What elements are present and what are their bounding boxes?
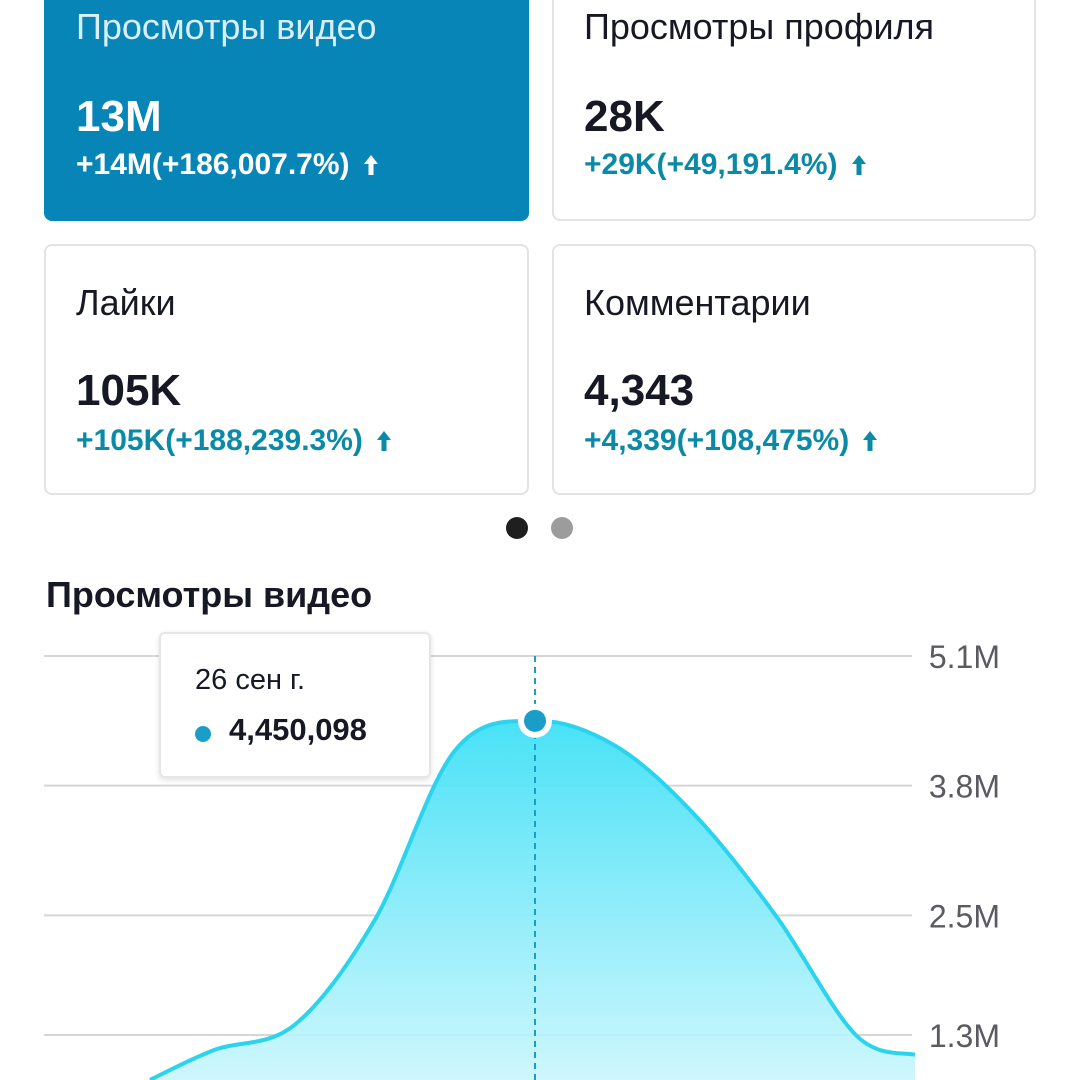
chart-area-fill — [150, 720, 915, 1080]
card-title: Лайки — [76, 282, 176, 323]
chart-y-tick-label: 5.1M — [929, 639, 1000, 675]
pager-dot-inactive[interactable] — [551, 517, 573, 539]
card-change: +14M(+186,007.7%) — [76, 148, 380, 182]
tooltip-value: 4,450,098 — [229, 712, 367, 747]
arrow-up-icon — [851, 155, 866, 175]
card-value: 4,343 — [584, 366, 695, 415]
tooltip-date: 26 сен г. — [195, 664, 306, 696]
card-video-views[interactable]: Просмотры видео 13M +14M(+186,007.7%) — [44, 0, 529, 221]
arrow-up-icon — [376, 431, 391, 451]
card-value: 105K — [76, 366, 182, 415]
card-title: Комментарии — [584, 282, 811, 323]
chart-section-title: Просмотры видео — [46, 574, 373, 615]
arrow-up-icon — [863, 431, 878, 451]
card-likes[interactable]: Лайки 105K +105K(+188,239.3%) — [44, 244, 529, 495]
arrow-up-icon — [363, 155, 378, 175]
card-change: +105K(+188,239.3%) — [76, 424, 393, 458]
card-title: Просмотры профиля — [584, 6, 935, 47]
card-change-text: +4,339(+108,475%) — [584, 424, 850, 457]
chart-y-tick-label: 2.5M — [929, 898, 1000, 934]
chart-tooltip: 26 сен г. 4,450,098 — [159, 632, 431, 778]
card-change-text: +29K(+49,191.4%) — [584, 148, 838, 181]
card-value: 28K — [584, 92, 665, 141]
card-value: 13M — [76, 92, 162, 141]
card-change: +4,339(+108,475%) — [584, 424, 879, 458]
card-change-text: +14M(+186,007.7%) — [76, 148, 350, 181]
card-change: +29K(+49,191.4%) — [584, 148, 868, 182]
pager-dot-active[interactable] — [506, 517, 528, 539]
card-change-text: +105K(+188,239.3%) — [76, 424, 363, 457]
card-profile-views[interactable]: Просмотры профиля 28K +29K(+49,191.4%) — [552, 0, 1036, 221]
chart-y-tick-label: 3.8M — [929, 769, 1000, 805]
card-comments[interactable]: Комментарии 4,343 +4,339(+108,475%) — [552, 244, 1036, 495]
tooltip-series-dot — [195, 726, 211, 742]
video-views-chart[interactable]: 5.1M 3.8M 2.5M 1.3M — [0, 620, 1080, 1080]
chart-y-tick-label: 1.3M — [929, 1018, 1000, 1054]
chart-point-highlighted[interactable] — [524, 709, 546, 732]
card-title: Просмотры видео — [76, 6, 377, 47]
